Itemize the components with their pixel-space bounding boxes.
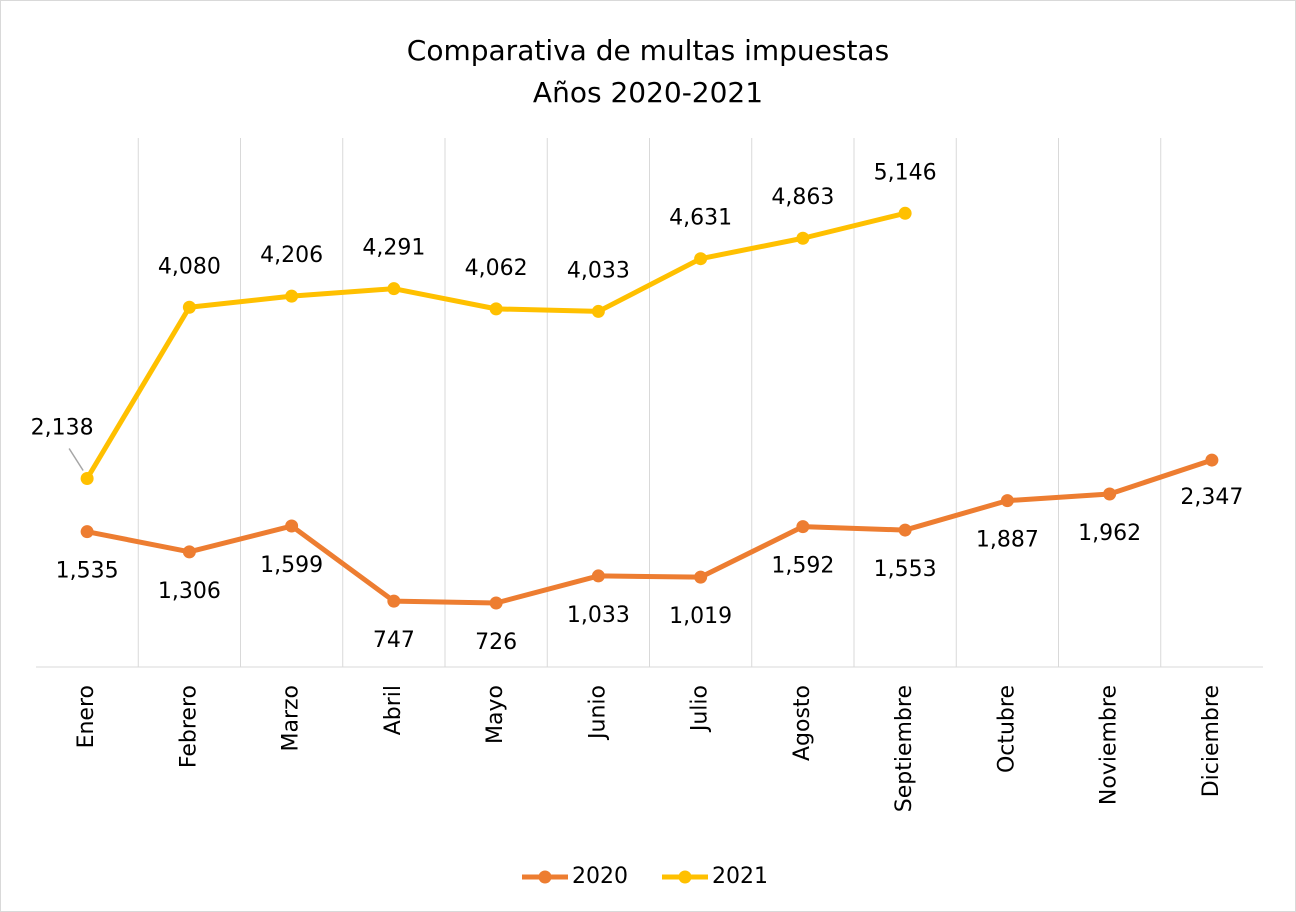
data-label: 2,347: [1180, 485, 1243, 510]
data-label: 2,138: [31, 415, 94, 440]
legend-marker: [678, 870, 692, 884]
data-point: [796, 231, 810, 245]
data-label: 1,535: [56, 559, 119, 584]
data-label: 1,592: [771, 554, 834, 579]
data-point: [796, 520, 810, 534]
x-tick-label: Mayo: [483, 685, 508, 744]
x-tick-label: Junio: [585, 685, 610, 741]
leader-line: [68, 448, 84, 471]
data-label: 4,080: [158, 254, 221, 279]
data-label: 1,887: [976, 528, 1039, 553]
data-label: 1,599: [260, 553, 323, 578]
x-tick-label: Octubre: [994, 685, 1019, 773]
data-point: [591, 304, 605, 318]
data-point: [285, 289, 299, 303]
data-label: 4,206: [260, 243, 323, 268]
data-label: 1,962: [1078, 521, 1141, 546]
data-point: [182, 545, 196, 559]
data-label: 4,863: [771, 185, 834, 210]
data-point: [898, 523, 912, 537]
data-point: [1000, 494, 1014, 508]
series-line: [86, 457, 1213, 606]
x-tick-label: Abril: [381, 685, 406, 735]
x-tick-label: Agosto: [790, 685, 815, 761]
x-tick-label: Diciembre: [1199, 685, 1224, 797]
chart-title: Comparativa de multas impuestas: [407, 34, 889, 67]
data-point: [80, 471, 94, 485]
legend-label: 2020: [572, 864, 628, 889]
x-tick-label: Julio: [688, 685, 713, 733]
x-tick-label: Septiembre: [892, 685, 917, 812]
data-point: [591, 569, 605, 583]
data-label: 4,033: [567, 258, 630, 283]
data-label: 4,062: [465, 256, 528, 281]
data-label: 1,033: [567, 603, 630, 628]
x-tick-label: Febrero: [176, 685, 201, 768]
data-label: 1,019: [669, 604, 732, 629]
data-label: 4,291: [362, 236, 425, 261]
data-point: [694, 570, 708, 584]
x-tick-label: Marzo: [279, 685, 304, 752]
data-point: [1103, 487, 1117, 501]
data-label: 4,631: [669, 206, 732, 231]
data-label: 726: [475, 630, 517, 655]
data-point: [898, 206, 912, 220]
x-tick-label: Enero: [74, 685, 99, 748]
data-point: [387, 594, 401, 608]
data-label: 1,306: [158, 579, 221, 604]
x-tick-label: Noviembre: [1097, 685, 1122, 805]
data-point: [489, 596, 503, 610]
data-point: [1205, 453, 1219, 467]
data-label: 1,553: [874, 557, 937, 582]
chart-subtitle: Años 2020-2021: [533, 76, 763, 109]
legend-marker: [538, 870, 552, 884]
data-point: [80, 525, 94, 539]
data-point: [182, 300, 196, 314]
data-label: 747: [373, 628, 415, 653]
data-point: [387, 282, 401, 296]
data-label: 5,146: [874, 160, 937, 185]
data-point: [694, 252, 708, 266]
data-point: [489, 302, 503, 316]
data-point: [285, 519, 299, 533]
legend-label: 2021: [712, 864, 768, 889]
